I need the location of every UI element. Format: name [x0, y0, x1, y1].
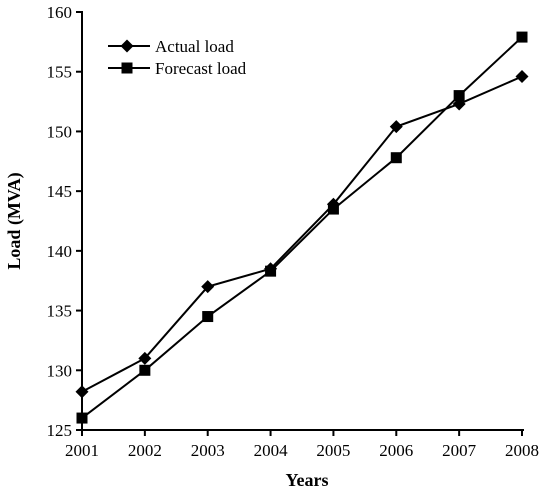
x-axis-title: Years	[286, 470, 329, 490]
series-line	[81, 75, 523, 393]
legend-marker-square	[121, 62, 133, 74]
series-layer	[75, 31, 529, 424]
data-point-square	[76, 412, 88, 424]
y-tick-label: 140	[47, 242, 73, 261]
legend: Actual load Forecast load	[108, 37, 247, 78]
data-point-square	[390, 152, 402, 164]
y-tick-label: 135	[47, 302, 73, 321]
data-point-diamond	[75, 385, 89, 399]
y-tick-label: 160	[47, 3, 73, 22]
y-tick-label: 145	[47, 182, 73, 201]
legend-marker-diamond	[120, 39, 134, 53]
data-point-square	[516, 31, 528, 43]
x-tick-label: 2008	[505, 441, 539, 460]
legend-item: Actual load	[108, 37, 234, 56]
x-tick-label: 2007	[442, 441, 477, 460]
series-actual-load	[75, 69, 529, 399]
x-tick-label: 2005	[316, 441, 350, 460]
data-point-diamond	[389, 120, 403, 134]
data-point-square	[265, 265, 277, 277]
x-tick-label: 2003	[191, 441, 225, 460]
data-point-square	[453, 90, 465, 102]
series-line	[81, 36, 523, 419]
data-point-diamond	[515, 69, 529, 83]
y-tick-label: 125	[47, 421, 73, 440]
data-point-square	[139, 364, 151, 376]
x-tick-label: 2006	[379, 441, 413, 460]
x-tick-label: 2004	[254, 441, 289, 460]
y-tick-label: 130	[47, 361, 73, 380]
legend-item: Forecast load	[108, 59, 247, 78]
y-tick-label: 155	[47, 63, 73, 82]
axes	[81, 11, 524, 431]
series-forecast-load	[76, 31, 528, 424]
data-point-diamond	[201, 280, 215, 294]
data-point-square	[327, 203, 339, 215]
x-tick-label: 2001	[65, 441, 99, 460]
data-point-square	[202, 311, 214, 323]
y-axis-title: Load (MVA)	[4, 172, 25, 269]
legend-label: Actual load	[155, 37, 234, 56]
x-tick-label: 2002	[128, 441, 162, 460]
legend-label: Forecast load	[155, 59, 247, 78]
data-point-diamond	[138, 351, 152, 365]
y-axis-ticks: 125 130 135 140 145 150 155 160	[47, 3, 82, 440]
y-tick-label: 150	[47, 122, 73, 141]
x-axis-ticks: 2001 2002 2003 2004 2005 2006 2007 2008	[65, 430, 539, 460]
